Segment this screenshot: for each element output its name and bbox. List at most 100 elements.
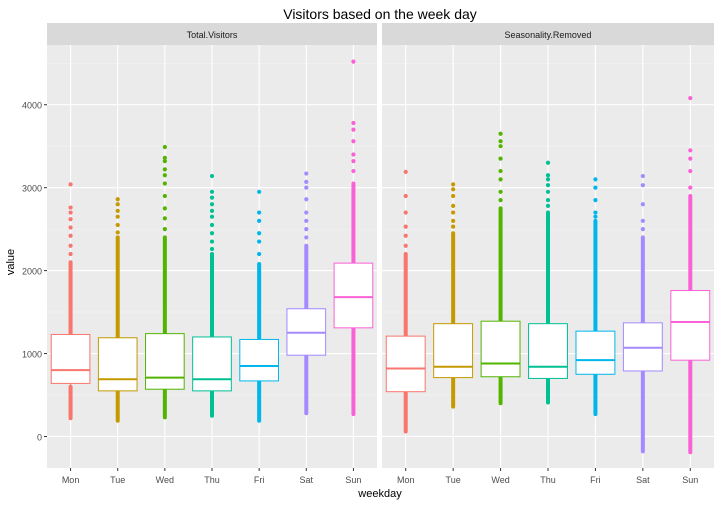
chart-title: Visitors based on the week day: [283, 6, 477, 22]
outlier-point: [403, 224, 408, 229]
outlier-point: [640, 227, 645, 232]
x-tick-label: Thu: [540, 475, 556, 485]
outlier-point: [545, 177, 551, 182]
outlier-point: [403, 169, 408, 174]
outlier-point: [209, 173, 215, 179]
outlier-point: [593, 177, 598, 182]
x-tick-label: Sun: [682, 475, 698, 485]
outlier-point: [162, 144, 167, 150]
outlier-point: [498, 189, 503, 194]
outlier-point: [304, 218, 309, 223]
x-tick-label: Mon: [397, 475, 415, 485]
outlier-point: [545, 203, 551, 209]
outlier-point: [498, 139, 503, 144]
y-tick-label: 3000: [22, 184, 42, 194]
outlier-point: [640, 173, 645, 179]
outlier-point: [545, 198, 551, 203]
outlier-point: [115, 197, 120, 202]
outlier-point: [498, 168, 503, 174]
outlier-point: [115, 230, 120, 235]
outlier-point: [68, 243, 73, 248]
box-body: [433, 323, 474, 379]
panel-strip-label: Total.Visitors: [187, 30, 238, 40]
outlier-point: [351, 120, 356, 126]
outlier-point: [68, 251, 73, 257]
outlier-point: [257, 251, 262, 257]
outlier-point: [162, 167, 167, 172]
panel-strip-label: Seasonality.Removed: [505, 30, 592, 40]
box-body: [333, 262, 374, 329]
outlier-point: [257, 210, 262, 215]
outlier-point: [68, 210, 73, 215]
outlier-point: [209, 189, 215, 194]
outlier-point: [304, 179, 309, 184]
x-tick-label: Sun: [345, 475, 361, 485]
x-tick-label: Tue: [446, 475, 461, 485]
outlier-point: [640, 202, 645, 207]
outlier-point: [351, 139, 356, 144]
outlier-point: [498, 198, 503, 203]
box-body: [385, 335, 426, 393]
outlier-point: [498, 131, 503, 136]
outlier-point: [304, 227, 309, 232]
outlier-point: [593, 185, 598, 190]
outlier-point: [162, 216, 167, 221]
outlier-point: [351, 59, 356, 64]
outlier-point: [403, 243, 408, 248]
panels-group: 0 1000 2000 3000 4000 Total.Visitors Mon Tue Wed…: [22, 23, 714, 485]
outlier-point: [209, 214, 215, 219]
outlier-point: [451, 187, 456, 192]
y-tick-label: 0: [37, 432, 42, 442]
outlier-point: [451, 218, 456, 223]
outlier-point: [115, 202, 120, 207]
box-body: [528, 323, 568, 379]
outlier-point: [351, 127, 356, 132]
x-tick-label: Sat: [636, 475, 650, 485]
x-tick-label: Sat: [300, 475, 314, 485]
outlier-point: [451, 182, 456, 187]
outlier-point: [162, 155, 167, 160]
outlier-point: [257, 218, 262, 223]
outlier-point: [68, 233, 73, 238]
box-body: [50, 333, 91, 384]
outlier-point: [162, 181, 167, 186]
outlier-point: [545, 173, 551, 178]
outlier-point: [640, 183, 645, 188]
outlier-point: [688, 156, 693, 161]
outlier-point: [545, 160, 551, 165]
box-body: [575, 330, 616, 375]
outlier-point: [209, 208, 215, 213]
outlier-point: [304, 235, 309, 240]
outlier-point: [115, 208, 120, 213]
outlier-point: [593, 214, 598, 219]
panel-strip: [382, 23, 714, 45]
y-tick-label: 1000: [22, 350, 42, 360]
box-body: [145, 333, 185, 390]
x-tick-label: Wed: [491, 475, 509, 485]
outlier-point: [257, 189, 262, 194]
x-tick-label: Fri: [590, 475, 601, 485]
box-body: [480, 320, 521, 378]
box-body: [97, 337, 138, 392]
outlier-point: [257, 231, 262, 236]
outlier-point: [68, 217, 73, 222]
outlier-point: [304, 197, 309, 202]
outlier-point: [688, 185, 693, 190]
x-tick-label: Tue: [110, 475, 125, 485]
outlier-point: [209, 222, 215, 228]
outlier-point: [351, 168, 356, 174]
box-body: [670, 290, 711, 361]
x-tick-label: Wed: [156, 475, 174, 485]
outlier-point: [209, 239, 215, 244]
outlier-point: [403, 233, 408, 238]
outlier-point: [640, 218, 645, 223]
outlier-point: [304, 171, 309, 176]
y-tick-label: 4000: [22, 101, 42, 111]
outlier-point: [162, 206, 167, 211]
outlier-point: [451, 203, 456, 209]
outlier-point: [68, 182, 73, 187]
outlier-point: [209, 202, 215, 207]
x-tick-label: Fri: [254, 475, 265, 485]
